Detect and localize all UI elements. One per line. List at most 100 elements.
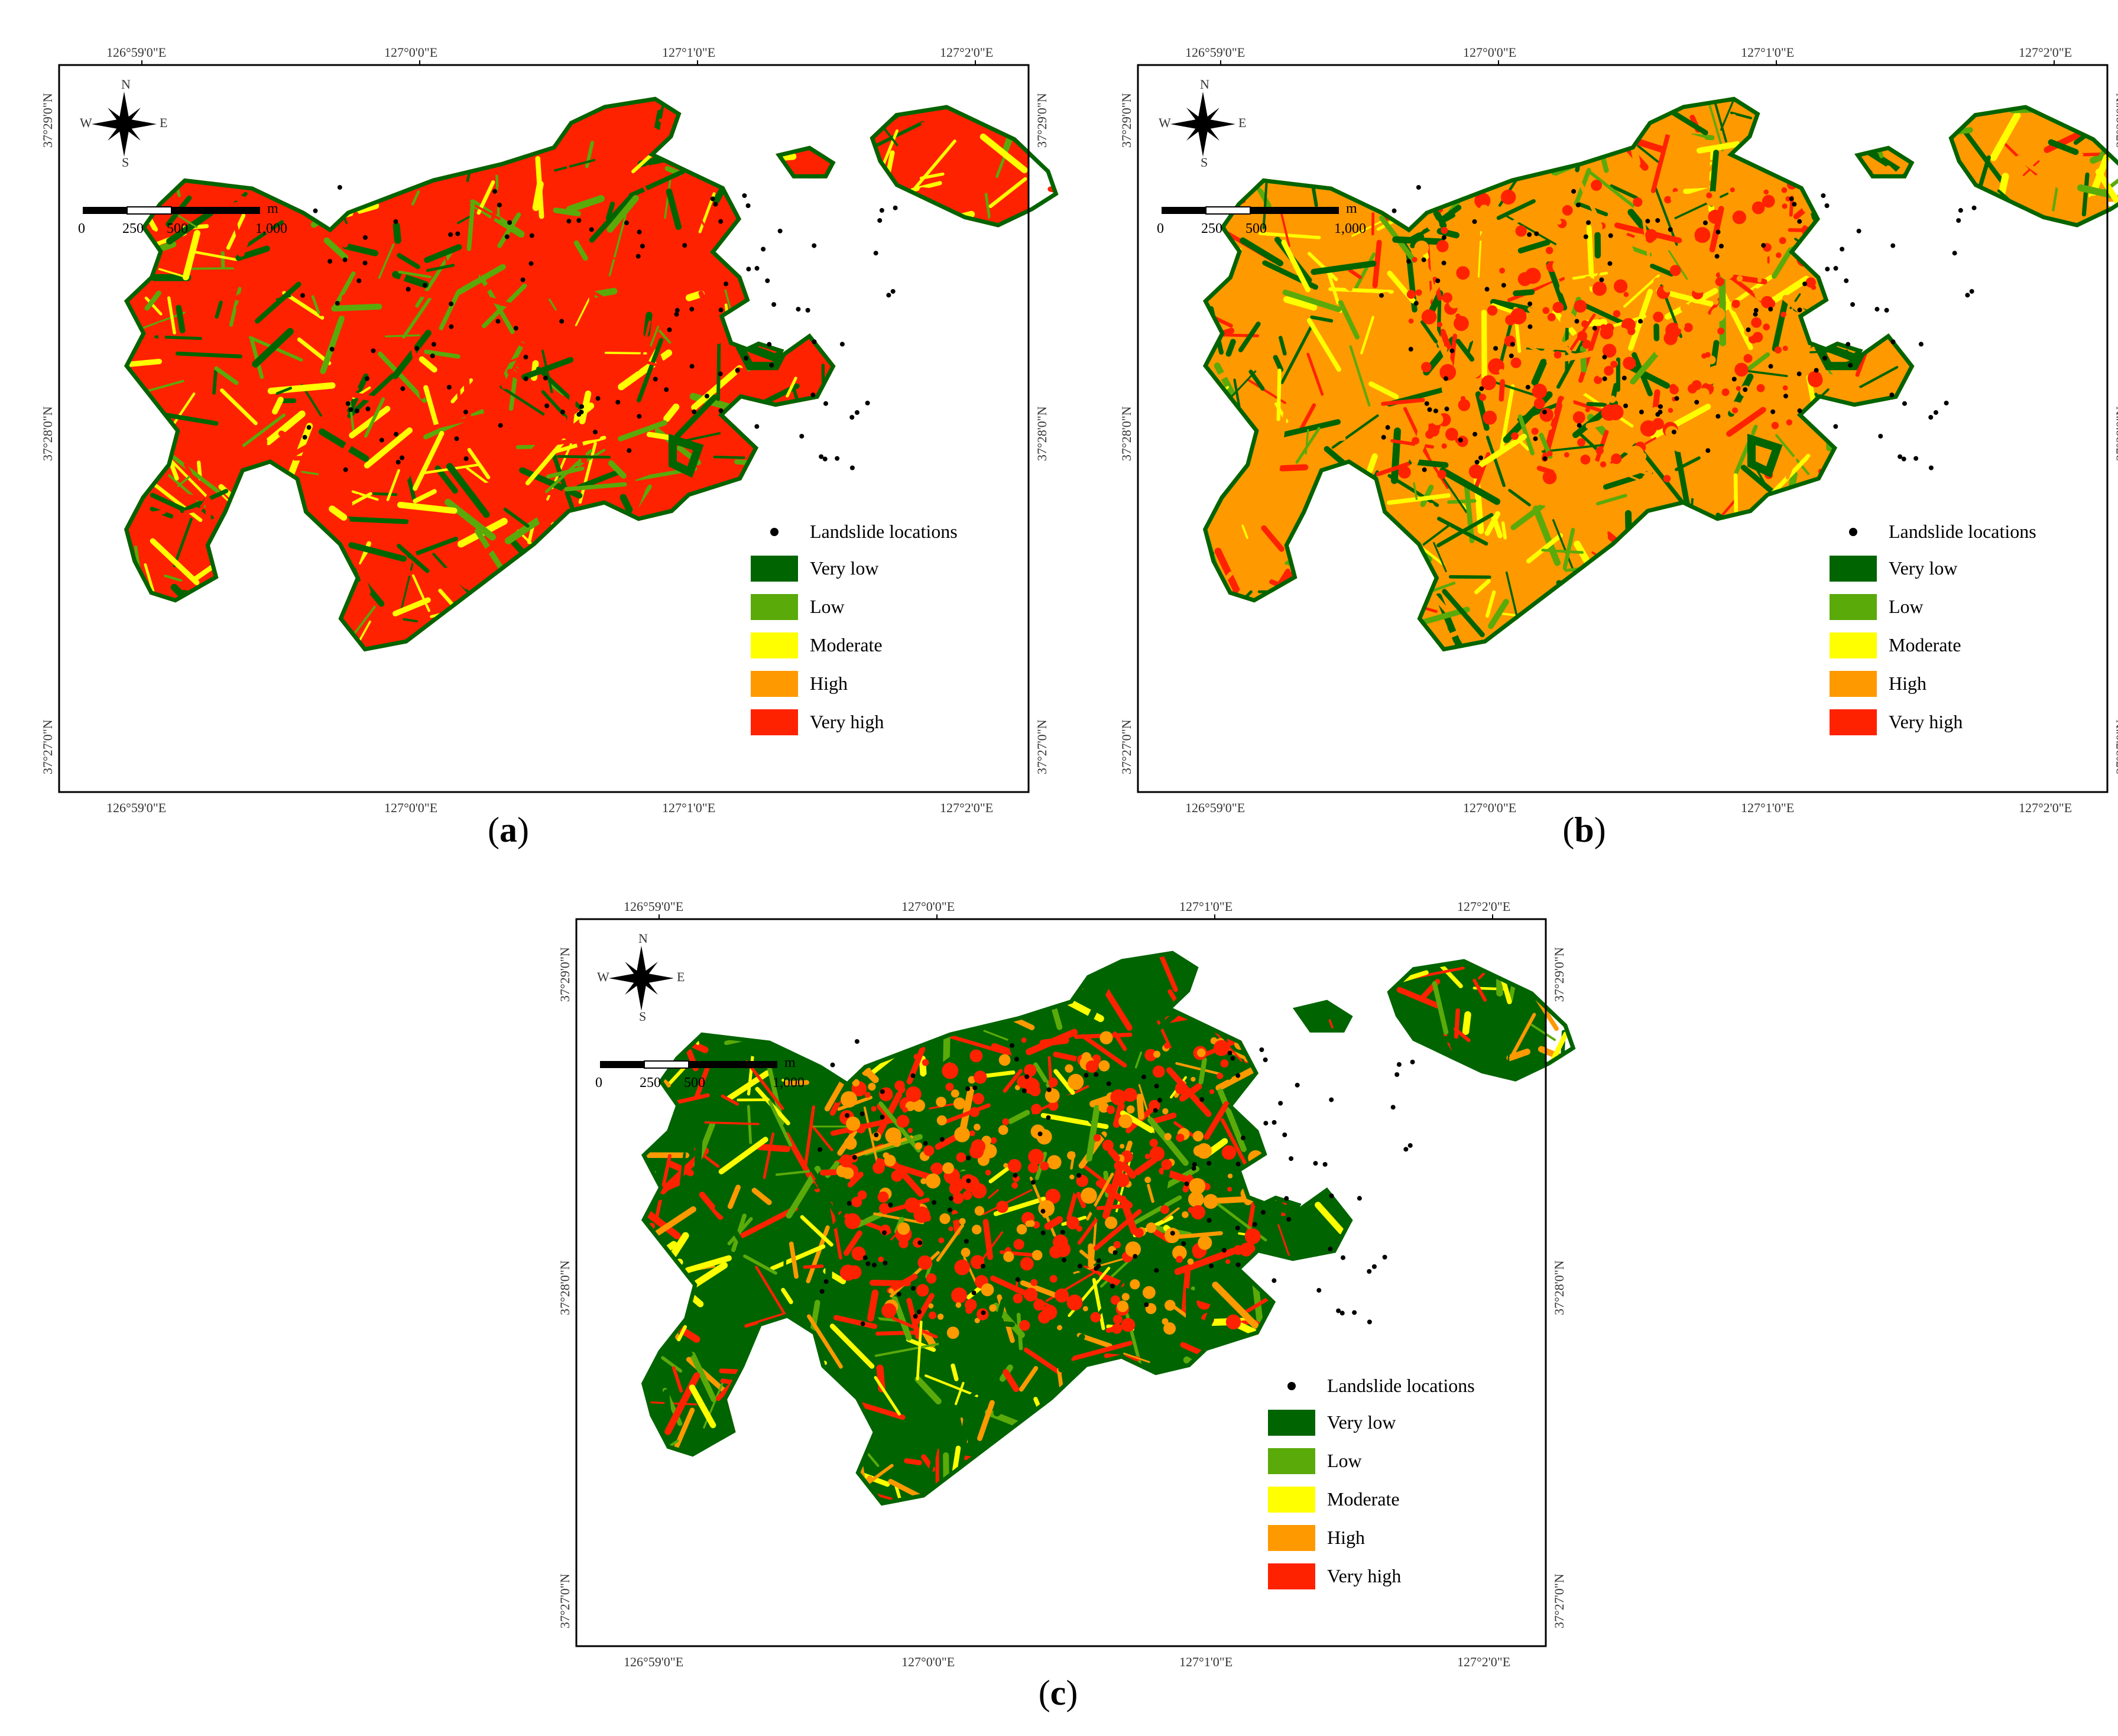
raster-patch — [803, 1105, 816, 1170]
raster-patch — [199, 492, 211, 512]
raster-patch — [342, 516, 409, 524]
raster-patch — [935, 1134, 959, 1150]
raster-patch — [1561, 333, 1580, 349]
landslide-point — [1768, 307, 1773, 312]
raster-patch — [1552, 258, 1568, 274]
raster-patch — [1437, 470, 1446, 479]
landslide-point — [1694, 400, 1699, 405]
raster-patch — [2106, 212, 2118, 222]
landslide-point — [1013, 1173, 1018, 1178]
raster-patch — [606, 195, 639, 233]
landslide-point — [796, 307, 801, 312]
raster-patch — [891, 1170, 903, 1182]
landslide-point — [674, 311, 679, 317]
raster-patch — [956, 1152, 966, 1163]
landslide-point — [379, 437, 384, 443]
landslide-point — [1874, 307, 1880, 312]
landslide-point — [1965, 293, 1970, 298]
landslide-point — [1761, 243, 1766, 248]
landslide-point — [1824, 203, 1830, 208]
raster-patch — [851, 1135, 913, 1159]
raster-patch — [1542, 470, 1557, 485]
raster-patch — [922, 1059, 929, 1066]
raster-patch — [1068, 1073, 1084, 1090]
raster-patch — [1398, 466, 1411, 479]
raster-patch — [2052, 184, 2059, 212]
raster-patch — [364, 397, 385, 438]
raster-patch — [1778, 346, 1803, 355]
raster-patch — [1425, 430, 1434, 439]
raster-patch — [800, 1215, 833, 1247]
raster-patch — [1102, 987, 1133, 1031]
raster-patch — [962, 1190, 972, 1200]
raster-patch — [192, 250, 238, 261]
raster-patch — [1081, 1187, 1097, 1204]
raster-patch — [893, 1481, 915, 1506]
raster-patch — [1412, 437, 1420, 445]
landslide-point — [1422, 467, 1427, 472]
landslide-point — [1382, 1254, 1387, 1260]
raster-patch — [1474, 579, 1491, 595]
caption-a: (a) — [488, 810, 529, 849]
raster-patch — [961, 118, 988, 170]
raster-patch — [235, 252, 275, 311]
landslide-point — [1184, 1181, 1189, 1186]
raster-patch — [491, 168, 521, 182]
landslide-point — [1574, 319, 1579, 324]
raster-patch — [1587, 169, 1635, 208]
raster-patch — [1618, 244, 1634, 259]
landslide-point — [395, 459, 401, 465]
landslide-point — [446, 385, 452, 390]
raster-patch — [932, 1323, 965, 1358]
north-arrow-icon — [609, 946, 674, 1011]
raster-patch — [871, 1106, 877, 1112]
landslide-point — [1094, 1072, 1099, 1077]
landslide-point — [302, 434, 307, 440]
raster-patch — [1553, 351, 1562, 359]
raster-patch — [1136, 1093, 1144, 1120]
raster-patch — [393, 375, 415, 413]
raster-patch — [1420, 484, 1434, 507]
raster-patch — [1585, 407, 1590, 413]
landslide-point — [1407, 1143, 1413, 1148]
raster-patch — [1085, 1060, 1098, 1073]
raster-patch — [713, 1294, 731, 1336]
raster-patch — [1003, 1163, 1008, 1168]
landslide-point — [543, 375, 548, 381]
landslide-point — [724, 281, 729, 287]
raster-patch — [923, 1145, 935, 1156]
raster-patch — [233, 261, 291, 270]
raster-patch — [969, 1130, 975, 1137]
raster-patch — [1328, 287, 1394, 294]
raster-patch — [1279, 336, 1287, 356]
raster-patch — [936, 1115, 947, 1125]
raster-patch — [989, 1304, 997, 1312]
raster-patch — [1485, 590, 1496, 618]
raster-patch — [1499, 369, 1504, 375]
landslide-point — [1928, 465, 1934, 470]
raster-patch — [1172, 1245, 1187, 1260]
landslide-point — [860, 1321, 865, 1326]
landmass-edge — [1814, 337, 1869, 371]
raster-patch — [1577, 438, 1585, 447]
raster-patch — [1734, 424, 1758, 475]
landslide-point — [454, 436, 459, 442]
raster-patch — [1484, 511, 1501, 536]
landslide-point — [1575, 202, 1581, 207]
raster-patch — [1763, 323, 1770, 331]
raster-patch — [1415, 289, 1422, 296]
raster-patch — [1650, 264, 1674, 277]
landslide-point — [1316, 1287, 1322, 1293]
raster-patch — [1807, 454, 1823, 470]
raster-patch — [1586, 278, 1595, 287]
legend-swatch — [751, 671, 798, 697]
raster-patch — [1539, 197, 1548, 206]
raster-patch — [1526, 533, 1564, 564]
raster-patch — [961, 1426, 969, 1452]
raster-patch — [1052, 1104, 1058, 1109]
north-arrow-icon — [92, 92, 157, 157]
raster-patch — [1487, 305, 1498, 316]
raster-patch — [1040, 1161, 1049, 1171]
raster-patch — [1530, 1023, 1556, 1041]
landslide-point — [1408, 346, 1413, 352]
